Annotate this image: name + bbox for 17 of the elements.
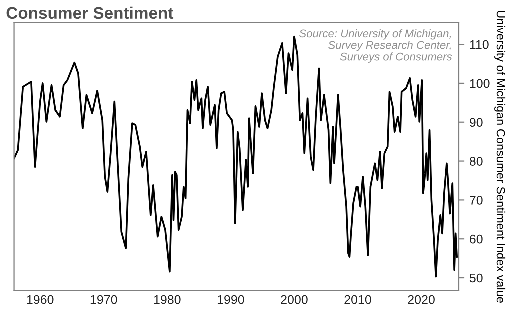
annotation: Source: University of Michigan, Survey Research Center, Surveys of Consumers	[300, 29, 452, 63]
y-tick-label: 80	[470, 157, 483, 166]
x-tick-label: 1980	[154, 295, 181, 304]
y-tick-label: 70	[470, 196, 483, 205]
y-tick-label: 110	[470, 40, 489, 50]
y-axis-title: University of Michigan Consumer Sentiment Index value	[494, 11, 506, 303]
y-tick-label: 50	[470, 274, 483, 283]
x-tick-label: 2020	[408, 295, 435, 304]
y-tick-label: 90	[470, 118, 483, 128]
chart-title: Consumer Sentiment	[6, 6, 174, 20]
x-tick-label: 2000	[281, 295, 308, 304]
x-tick-label: 1990	[218, 295, 244, 304]
y-tick-label: 100	[470, 79, 490, 88]
x-tick-label: 2010	[344, 295, 372, 304]
x-tick-label: 1960	[27, 295, 54, 304]
x-tick-label: 1970	[90, 295, 118, 304]
y-tick-label: 60	[470, 234, 483, 244]
